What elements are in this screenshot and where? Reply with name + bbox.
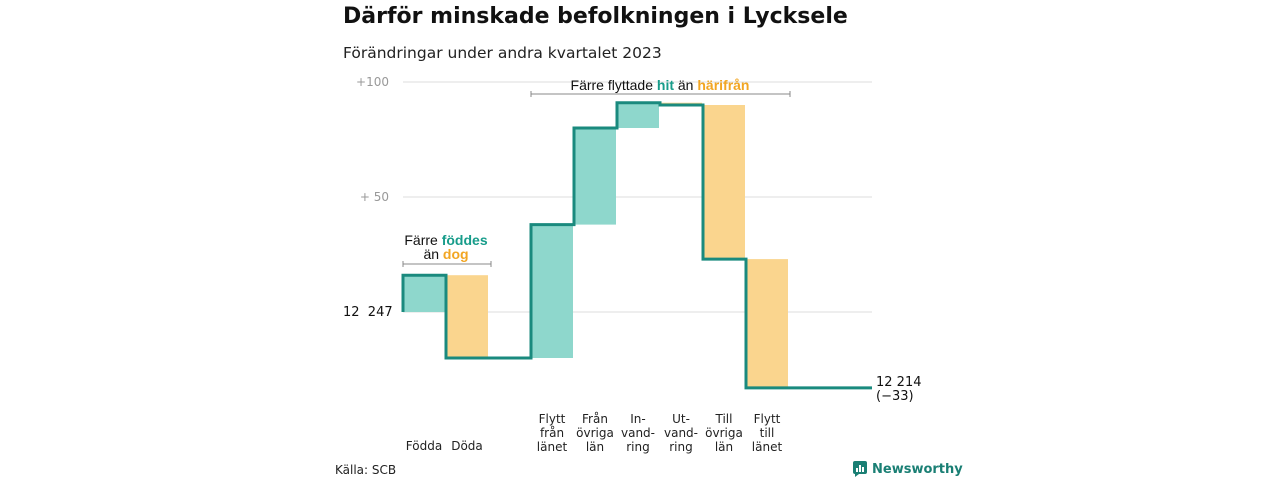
x-category-label: från — [540, 426, 564, 440]
x-category-label: ring — [669, 440, 693, 454]
annotation-word: härifrån — [697, 77, 749, 93]
y-tick-label: + 50 — [360, 190, 389, 204]
running-total-line — [401, 101, 872, 390]
x-category-label: länet — [537, 440, 568, 454]
bar-2 — [531, 224, 573, 358]
bar-6 — [703, 105, 745, 260]
x-category-label: In- — [630, 412, 645, 426]
annotation-word: hit — [657, 77, 674, 93]
annotation-word: dog — [443, 246, 469, 262]
bar-3 — [574, 128, 616, 225]
bar-1 — [446, 275, 488, 358]
brand-name: Newsworthy — [872, 461, 963, 477]
annotation-word: föddes — [442, 232, 488, 248]
annotation-word: Färre — [404, 232, 441, 248]
bar-7 — [746, 259, 788, 388]
x-category-label: övriga — [576, 426, 614, 440]
x-category-label: Ut- — [672, 412, 690, 426]
source-note: Källa: SCB — [335, 463, 397, 477]
x-category-label: Flytt — [539, 412, 566, 426]
annotation-born-line1: Färre föddes — [404, 232, 487, 248]
x-category-label: vand- — [664, 426, 698, 440]
chart-title: Därför minskade befolkningen i Lycksele — [343, 4, 848, 29]
x-category-label: län — [586, 440, 604, 454]
annotation-born-line2: än dog — [423, 246, 468, 262]
x-category-label: ring — [626, 440, 650, 454]
x-category-label: Flytt — [754, 412, 781, 426]
annotation-moved: Färre flyttade hit än härifrån — [571, 77, 750, 93]
chart-subtitle: Förändringar under andra kvartalet 2023 — [343, 44, 662, 62]
end-value-label: 12 214 — [876, 375, 922, 390]
brand-logo: Newsworthy — [853, 461, 963, 477]
bar-0 — [403, 275, 445, 312]
x-category-label: Döda — [451, 439, 483, 453]
start-value-label: 12 247 — [343, 305, 393, 320]
x-category-label: övriga — [705, 426, 743, 440]
x-category-label: länet — [752, 440, 783, 454]
annotation-word: än — [423, 246, 442, 262]
x-category-label: Till — [715, 412, 733, 426]
x-category-label: Födda — [406, 439, 442, 453]
annotation-word: Färre flyttade — [571, 77, 657, 93]
x-category-label: län — [715, 440, 733, 454]
bar-4 — [617, 102, 659, 128]
newsworthy-icon — [853, 461, 867, 477]
annotation-word: än — [674, 77, 697, 93]
x-category-label: vand- — [621, 426, 655, 440]
x-category-label: Från — [582, 412, 608, 426]
y-tick-label: +100 — [356, 75, 389, 89]
end-change-label: (−33) — [876, 389, 914, 404]
x-category-label: till — [760, 426, 775, 440]
